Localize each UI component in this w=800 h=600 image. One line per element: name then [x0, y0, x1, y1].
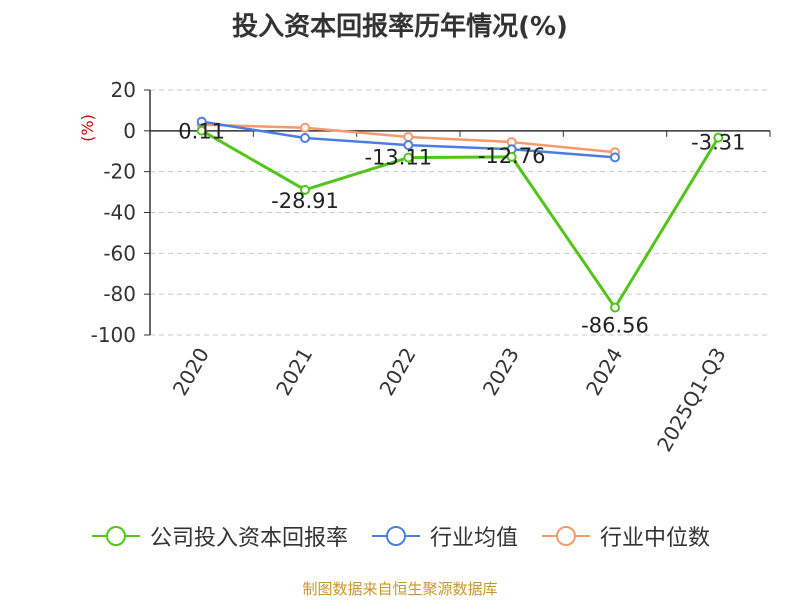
data-point	[506, 151, 517, 162]
data-point	[610, 302, 620, 313]
legend: 公司投入资本回报率 行业均值 行业中位数	[0, 520, 800, 552]
series-line-0	[200, 129, 720, 310]
data-point	[403, 131, 414, 142]
data-point	[196, 125, 207, 136]
y-tick-label: -60	[103, 241, 136, 265]
x-tick-label: 2020	[168, 344, 214, 400]
data-label: -13.11	[364, 146, 432, 170]
legend-swatch	[542, 526, 590, 546]
data-label: -12.76	[478, 144, 546, 168]
legend-swatch	[91, 526, 140, 546]
y-tick-label: 0	[123, 119, 136, 143]
grid-layer	[150, 89, 770, 336]
legend-item: 行业均值	[370, 520, 518, 552]
chart-title: 投入资本回报率历年情况(%)	[232, 12, 568, 42]
data-point	[713, 132, 724, 143]
y-axis-unit-label: (%)	[78, 114, 97, 142]
x-tick-label: 2022	[374, 344, 420, 400]
x-tick-label: 2024	[581, 344, 627, 400]
data-label: 0.11	[178, 120, 225, 144]
x-tick-label: 2025Q1-Q3	[652, 344, 731, 456]
legend-item: 行业中位数	[540, 520, 710, 552]
x-tick-label: 2021	[271, 344, 317, 400]
data-label-layer: 0.11 -28.91 -13.11 -12.76 -86.56 -3.31	[178, 120, 745, 338]
data-label: -3.31	[691, 131, 745, 155]
legend-label: 公司投入资本回报率	[149, 526, 348, 551]
data-point	[300, 184, 310, 195]
series-layer	[196, 116, 724, 313]
y-tick-label: -100	[91, 323, 136, 347]
y-tick-label: -20	[103, 160, 136, 184]
legend-label: 行业均值	[429, 526, 518, 551]
y-tick-label: 20	[111, 78, 136, 102]
y-tick-label: -40	[103, 201, 136, 225]
data-point	[403, 140, 414, 151]
data-point	[300, 122, 310, 133]
legend-item: 公司投入资本回报率	[90, 520, 348, 552]
legend-label: 行业中位数	[600, 526, 711, 551]
x-tick-label: 2023	[478, 344, 524, 400]
data-point	[300, 132, 310, 143]
source-note: 制图数据来自恒生聚源数据库	[302, 580, 498, 598]
y-tick-label: -80	[103, 282, 136, 306]
data-label: -28.91	[271, 189, 339, 213]
data-label: -86.56	[581, 314, 649, 338]
legend-swatch	[371, 526, 420, 546]
data-point	[403, 152, 414, 163]
data-point	[610, 152, 620, 163]
